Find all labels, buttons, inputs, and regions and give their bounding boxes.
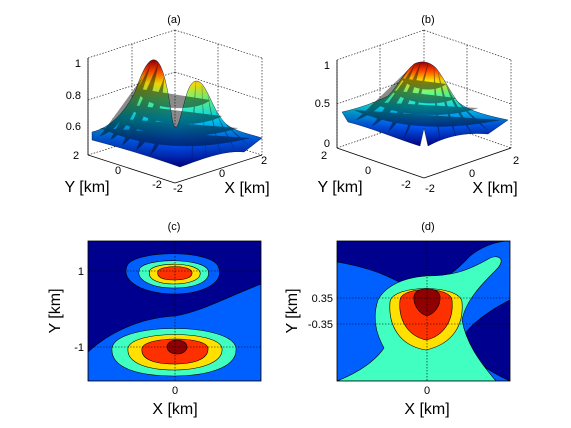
panel-c-ytick--1: -1 — [74, 342, 84, 354]
panel-a-surface — [91, 59, 263, 168]
panel-b: (b) — [315, 14, 519, 197]
panel-a-ytick-2: 2 — [73, 150, 79, 162]
panel-d-xtick-0: 0 — [424, 385, 430, 397]
panel-c-ytick-1: 1 — [78, 266, 84, 278]
panel-b-ytick--2: -2 — [401, 179, 411, 191]
panel-b-xlabel: X [km] — [472, 180, 517, 197]
panel-a-ztick-1: 1 — [75, 58, 81, 70]
panel-a-label: (a) — [167, 14, 180, 26]
panel-c-xlabel: X [km] — [152, 401, 197, 418]
panel-d-xlabel: X [km] — [404, 401, 449, 418]
panel-a-ztick-0.8: 0.8 — [66, 90, 81, 102]
panel-a-xtick-0: 0 — [219, 168, 225, 180]
panel-a-xlabel: X [km] — [224, 180, 269, 197]
panel-b-surface — [341, 61, 509, 147]
panel-a-ytick-0: 0 — [115, 165, 121, 177]
panel-b-xtick--2: -2 — [425, 183, 435, 195]
panel-a-xtick-2: 2 — [261, 155, 267, 167]
panel-d: (d) 0.35 -0.35 0 X [km] Y [km] — [284, 221, 511, 418]
panel-c-label: (c) — [168, 221, 181, 233]
panel-b-xtick-2: 2 — [513, 155, 519, 167]
panel-c-xtick-0: 0 — [172, 385, 178, 397]
panel-d-ytick-0.35: 0.35 — [312, 293, 333, 305]
panel-a-xtick--2: -2 — [173, 183, 183, 195]
panel-b-ylabel: Y [km] — [317, 179, 362, 196]
panel-a-ylabel: Y [km] — [64, 179, 109, 196]
panel-a-ztick-0.6: 0.6 — [66, 121, 81, 133]
panel-b-axes — [336, 60, 512, 179]
panel-b-ztick-0.5: 0.5 — [315, 98, 330, 110]
panel-d-ylabel: Y [km] — [284, 288, 301, 333]
panel-c: (c) 1 -1 0 X [km] Y [km] — [47, 221, 262, 418]
panel-d-contours — [337, 241, 510, 381]
panel-b-ytick-0: 0 — [365, 165, 371, 177]
panel-d-ytick--0.35: -0.35 — [308, 319, 333, 331]
panel-b-ytick-2: 2 — [321, 150, 327, 162]
panel-c-grid — [88, 241, 261, 381]
panel-b-ztick-0: 0 — [324, 138, 330, 150]
panel-b-ztick-1: 1 — [324, 60, 330, 72]
panel-a-axes — [87, 58, 263, 184]
panel-c-ylabel: Y [km] — [47, 288, 64, 333]
panel-b-label: (b) — [421, 14, 434, 26]
panel-d-grid — [337, 241, 510, 381]
panel-b-xtick-0: 0 — [469, 168, 475, 180]
panel-c-contours — [88, 241, 261, 381]
panel-d-label: (d) — [421, 221, 434, 233]
panel-a: (a) — [64, 14, 269, 197]
panel-a-ytick--2: -2 — [152, 179, 162, 191]
